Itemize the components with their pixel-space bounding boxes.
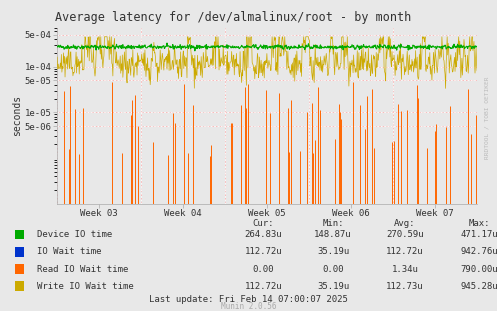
Text: Avg:: Avg: [394, 219, 416, 228]
Text: RRDTOOL / TOBI OETIKER: RRDTOOL / TOBI OETIKER [485, 77, 490, 160]
Text: 35.19u: 35.19u [317, 248, 349, 256]
Text: 112.72u: 112.72u [245, 248, 282, 256]
Text: 264.83u: 264.83u [245, 230, 282, 239]
Text: Read IO Wait time: Read IO Wait time [37, 265, 129, 273]
Text: Min:: Min: [322, 219, 344, 228]
Text: 148.87u: 148.87u [314, 230, 352, 239]
Y-axis label: seconds: seconds [12, 95, 22, 137]
Text: 112.72u: 112.72u [245, 282, 282, 290]
Text: Munin 2.0.56: Munin 2.0.56 [221, 302, 276, 311]
Text: Max:: Max: [469, 219, 491, 228]
Text: 790.00u: 790.00u [461, 265, 497, 273]
Text: 471.17u: 471.17u [461, 230, 497, 239]
Text: Device IO time: Device IO time [37, 230, 112, 239]
Text: 942.76u: 942.76u [461, 248, 497, 256]
Text: Cur:: Cur: [252, 219, 274, 228]
Text: Average latency for /dev/almalinux/root - by month: Average latency for /dev/almalinux/root … [56, 11, 412, 24]
Text: 945.28u: 945.28u [461, 282, 497, 290]
Text: IO Wait time: IO Wait time [37, 248, 102, 256]
Text: Last update: Fri Feb 14 07:00:07 2025: Last update: Fri Feb 14 07:00:07 2025 [149, 295, 348, 304]
Text: 270.59u: 270.59u [386, 230, 424, 239]
Text: 1.34u: 1.34u [392, 265, 418, 273]
Text: 112.73u: 112.73u [386, 282, 424, 290]
Text: 0.00: 0.00 [252, 265, 274, 273]
Text: Write IO Wait time: Write IO Wait time [37, 282, 134, 290]
Text: 35.19u: 35.19u [317, 282, 349, 290]
Text: 0.00: 0.00 [322, 265, 344, 273]
Text: 112.72u: 112.72u [386, 248, 424, 256]
